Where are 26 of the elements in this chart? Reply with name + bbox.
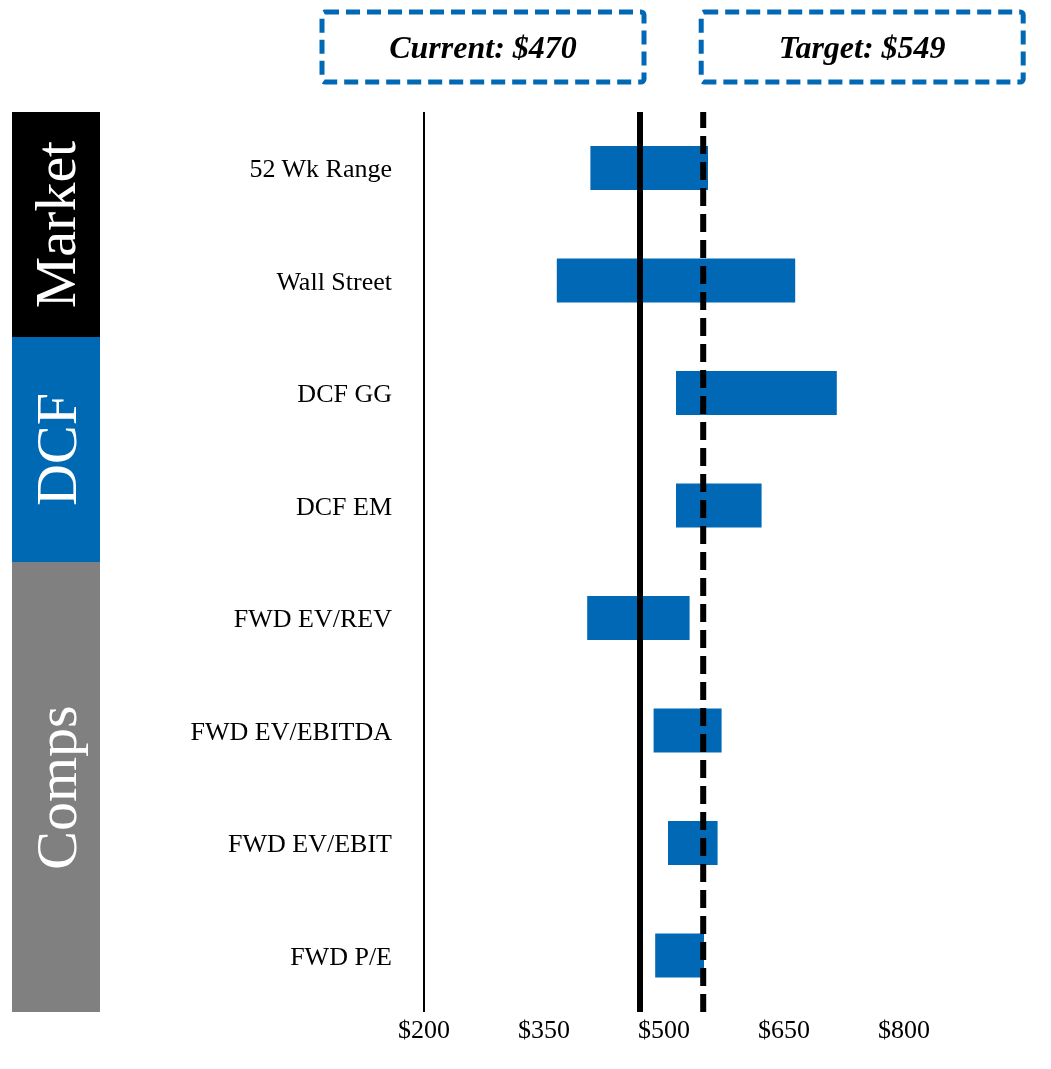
ref-line-label: Target: $549 xyxy=(778,29,946,65)
text: DCF xyxy=(22,393,90,506)
y-tick-label: FWD EV/EBIT xyxy=(228,829,393,859)
x-tick-label: $650 xyxy=(758,1015,810,1045)
bar xyxy=(587,596,690,640)
bar xyxy=(676,483,762,528)
bar xyxy=(655,933,704,978)
x-tick-label: $500 xyxy=(638,1015,690,1045)
y-tick-label: DCF EM xyxy=(295,491,392,521)
y-tick-label: FWD P/E xyxy=(290,941,392,971)
y-tick-label: Wall Street xyxy=(276,266,393,296)
text: Comps xyxy=(22,704,90,870)
bar xyxy=(668,821,718,865)
y-tick-label: FWD EV/EBITDA xyxy=(190,716,393,746)
bar xyxy=(676,371,837,415)
ref-line-label: Current: $470 xyxy=(389,29,577,65)
bar xyxy=(590,146,708,190)
x-tick-label: $350 xyxy=(518,1015,570,1045)
y-tick-label: FWD EV/REV xyxy=(233,604,393,634)
x-tick-label: $800 xyxy=(878,1015,930,1045)
bar xyxy=(653,708,722,753)
bar xyxy=(556,258,796,303)
y-tick-label: 52 Wk Range xyxy=(249,154,392,184)
x-tick-label: $200 xyxy=(398,1015,450,1045)
text: Market xyxy=(22,140,90,309)
y-tick-label: DCF GG xyxy=(297,379,392,409)
